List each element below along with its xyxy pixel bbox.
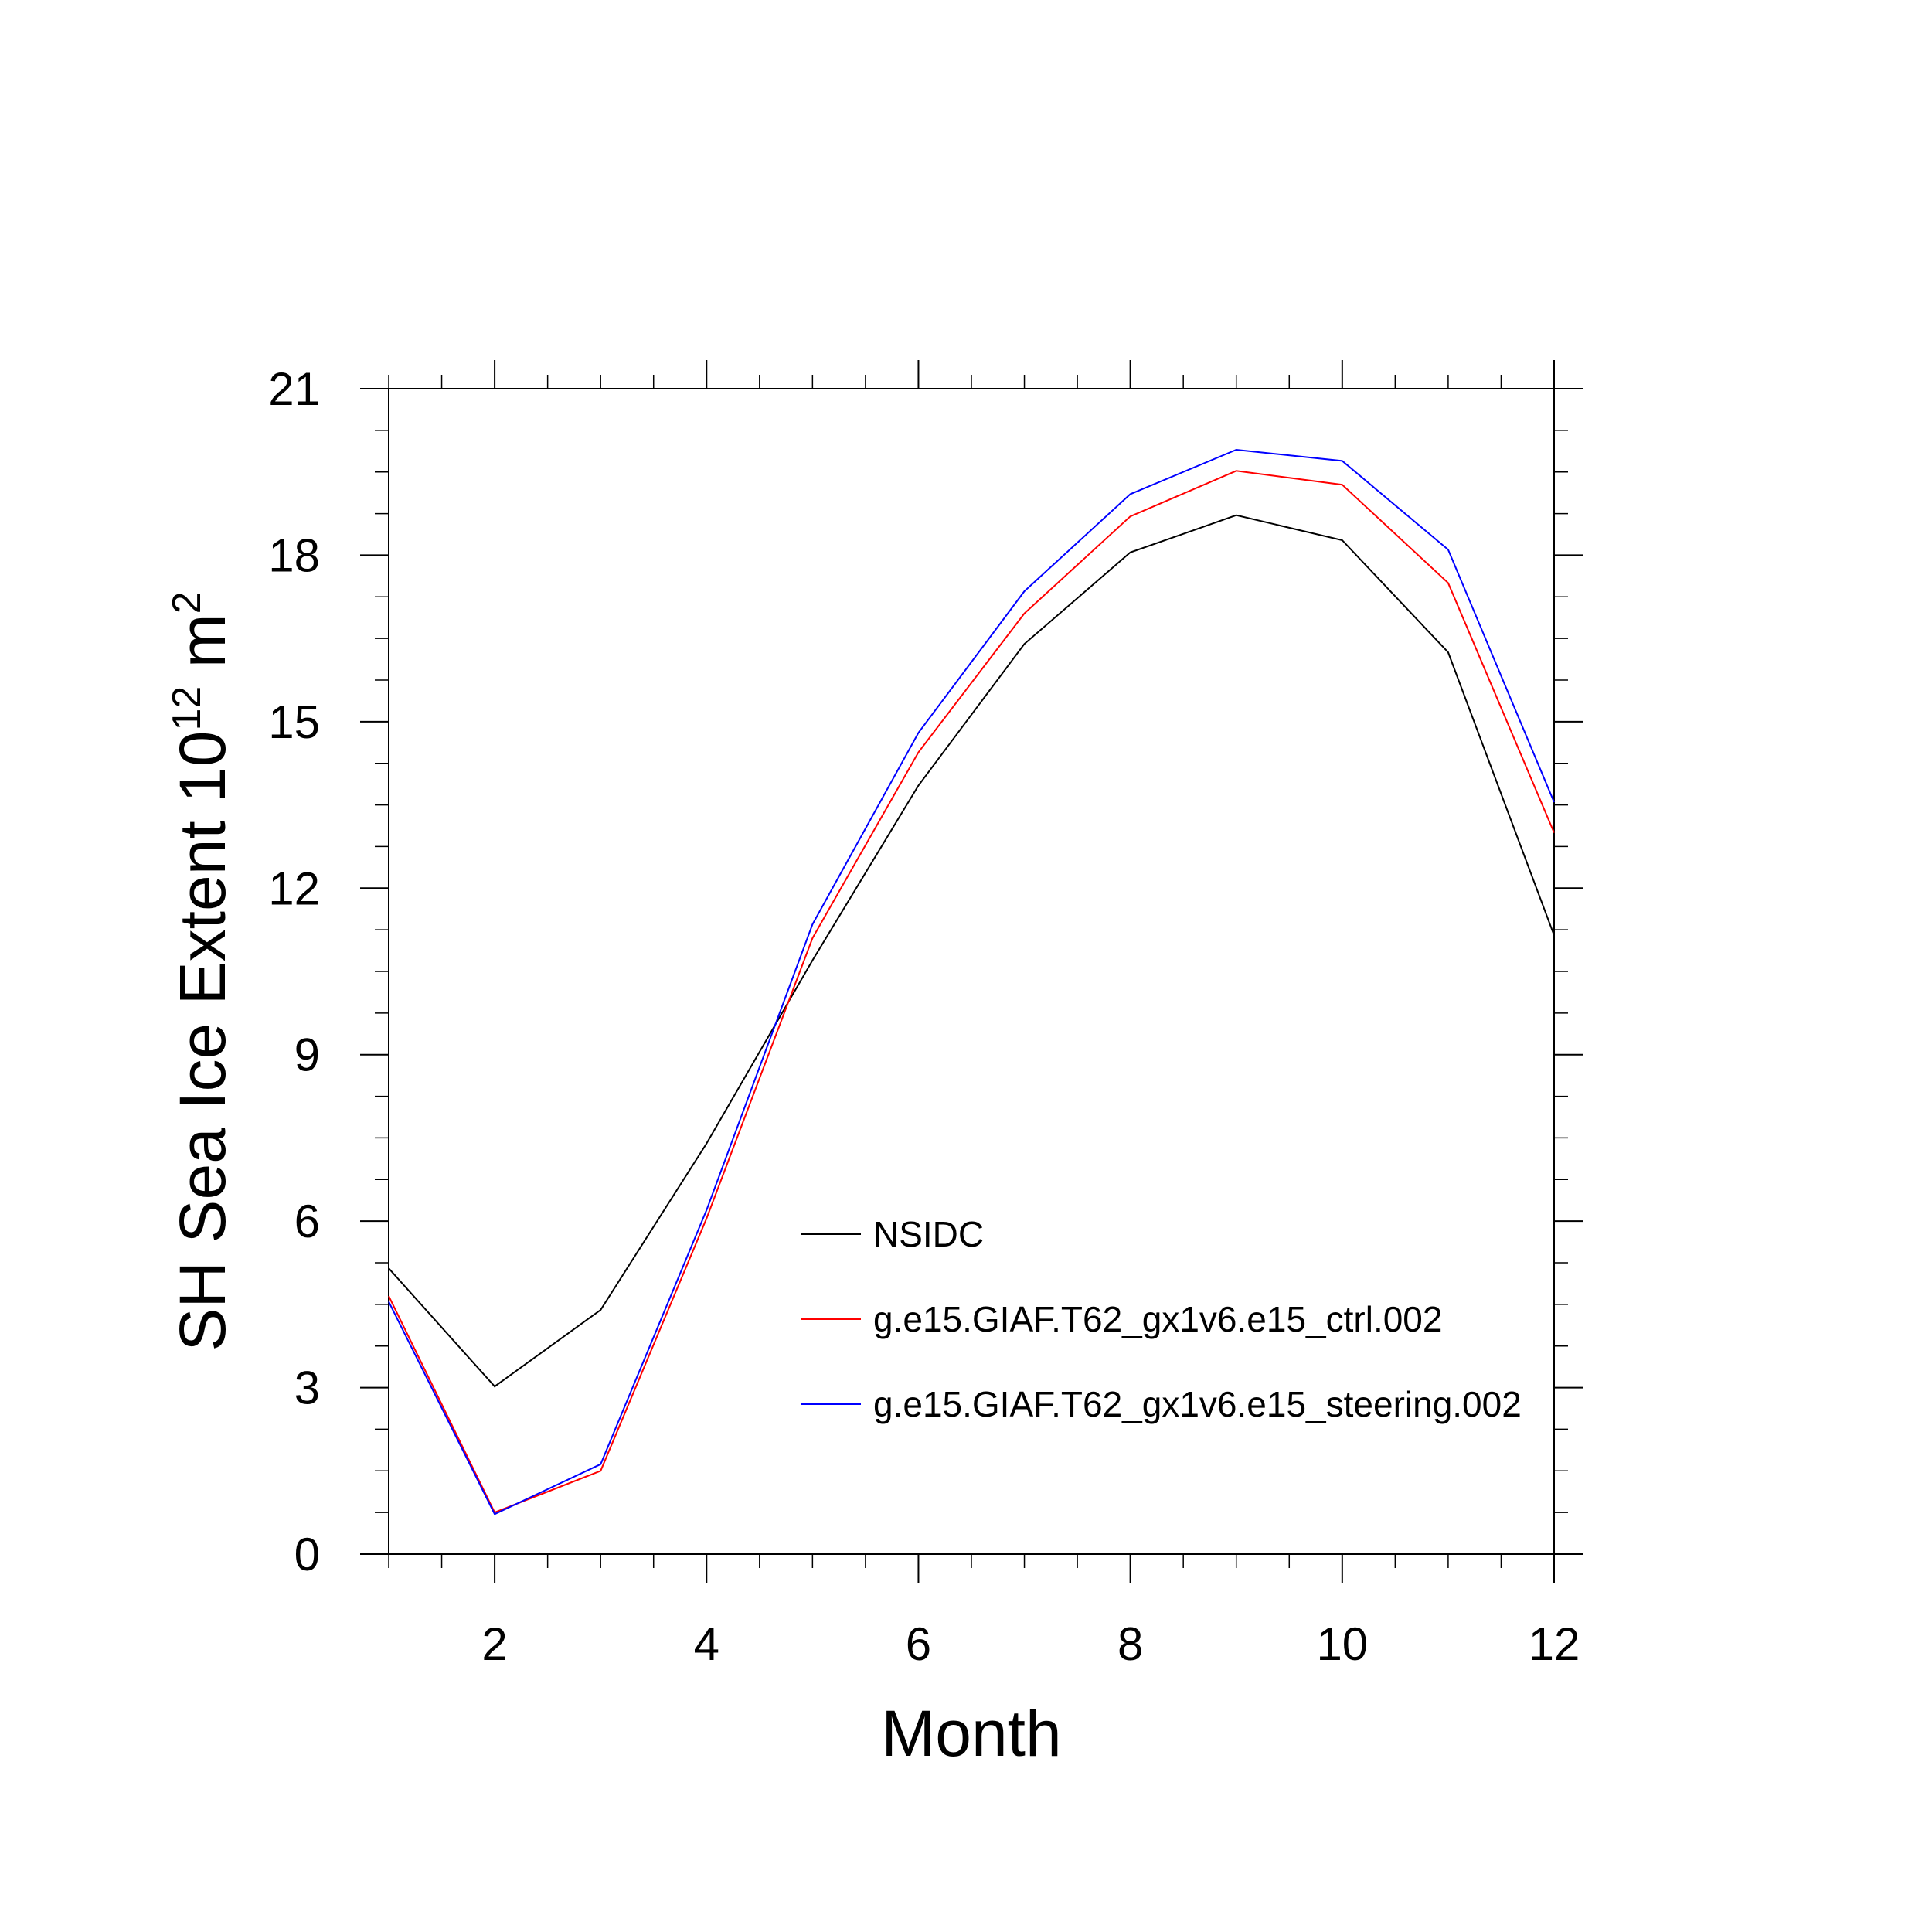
y-tick-label: 6 <box>294 1196 320 1247</box>
legend: NSIDC g.e15.GIAF.T62_gx1v6.e15_ctrl.002 g.… <box>801 1214 1522 1424</box>
x-axis-title: Month <box>881 1697 1061 1770</box>
y-axis-title-main: SH Sea Ice Extent 10 <box>166 730 239 1351</box>
y-axis-title-unit: m <box>166 614 239 668</box>
x-tick-label: 4 <box>694 1618 719 1670</box>
series-line-1 <box>388 470 1555 1514</box>
y-tick-label: 18 <box>268 529 320 581</box>
legend-label-2: g.e15.GIAF.T62_gx1v6.e15_steering.002 <box>873 1384 1522 1424</box>
y-axis-title-exponent: 12 <box>165 686 209 731</box>
series-line-2 <box>388 448 1555 1515</box>
y-tick-label: 3 <box>294 1362 320 1414</box>
x-tick-label: 6 <box>906 1618 931 1670</box>
minor-ticks <box>375 375 1568 1568</box>
y-tick-label: 15 <box>268 696 320 748</box>
major-ticks <box>360 360 1583 1583</box>
plot-frame <box>388 388 1555 1555</box>
x-tick-label: 2 <box>481 1618 507 1670</box>
legend-label-0: NSIDC <box>873 1214 984 1254</box>
series-line-0 <box>388 514 1555 1388</box>
y-axis-title-unit-exponent: 2 <box>165 591 209 614</box>
y-tick-labels: 0 3 6 9 12 15 18 21 <box>268 363 320 1580</box>
legend-label-1: g.e15.GIAF.T62_gx1v6.e15_ctrl.002 <box>873 1299 1442 1339</box>
x-tick-label: 8 <box>1117 1618 1143 1670</box>
x-tick-label: 10 <box>1316 1618 1368 1670</box>
y-tick-label: 21 <box>268 363 320 415</box>
x-tick-label: 12 <box>1529 1618 1580 1670</box>
y-tick-label: 9 <box>294 1029 320 1081</box>
y-tick-label: 12 <box>268 862 320 914</box>
x-tick-labels: 2 4 6 8 10 12 <box>481 1618 1580 1670</box>
y-axis-title: SH Sea Ice Extent 1012 m2 <box>165 591 239 1351</box>
y-tick-label: 0 <box>294 1529 320 1580</box>
series-lines <box>388 448 1555 1515</box>
